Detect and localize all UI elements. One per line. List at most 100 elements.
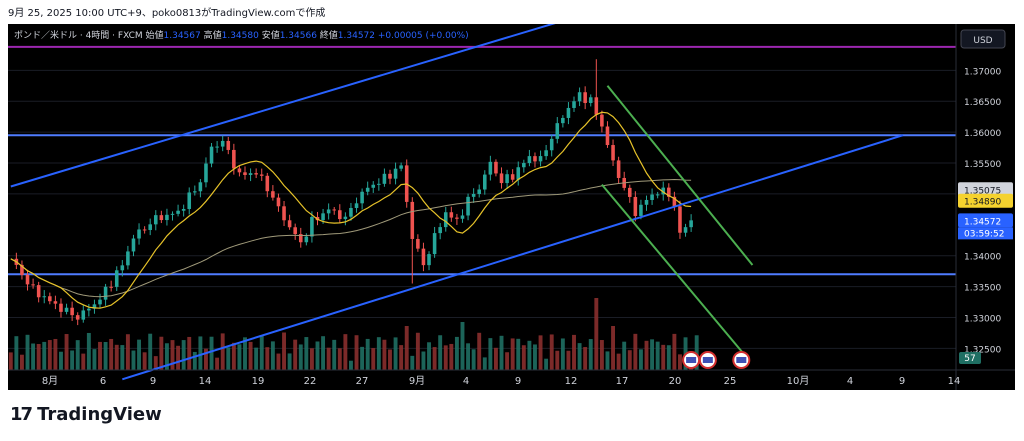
volume-bar: [237, 344, 242, 370]
volume-bar: [466, 343, 471, 370]
candle-body: [611, 145, 615, 161]
candle-body: [561, 117, 565, 124]
ma-fast-line: [10, 111, 692, 309]
candle-body: [349, 207, 353, 217]
volume-bar: [382, 339, 387, 370]
x-tick-label: 14: [199, 376, 212, 387]
volume-bar: [477, 332, 482, 370]
volume-bar: [42, 341, 47, 370]
volume-bar: [388, 349, 392, 370]
candle-body: [75, 315, 80, 320]
x-tick-label: 12: [565, 376, 578, 387]
candle-body: [639, 204, 643, 216]
x-tick-label: 20: [669, 376, 682, 387]
volume-bar: [415, 332, 420, 370]
candle-body: [293, 227, 297, 235]
candle-body: [488, 161, 493, 175]
candle-body: [98, 299, 102, 305]
volume-bar: [159, 336, 164, 370]
candle-body: [421, 248, 426, 266]
candle-body: [165, 214, 169, 221]
volume-bar: [572, 334, 576, 370]
candle-body: [42, 296, 47, 298]
volume-bar: [70, 350, 75, 370]
candle-body: [48, 296, 52, 302]
tradingview-logo-icon: 17: [10, 404, 33, 425]
volume-badge-label: 57: [964, 354, 975, 364]
y-axis-label: 1.33500: [964, 284, 1001, 294]
volume-bar: [655, 341, 660, 370]
chart-panel[interactable]: 1.370001.365001.360001.355001.350001.340…: [8, 24, 1015, 390]
volume-bar: [226, 347, 231, 370]
candle-body: [588, 97, 593, 104]
volume-bar: [25, 334, 30, 370]
volume-bar: [109, 338, 114, 370]
volume-bar: [265, 347, 270, 370]
countdown-label: 03:59:52: [964, 229, 1004, 239]
volume-bar: [103, 342, 108, 370]
candle-body: [583, 92, 587, 104]
header-part: 1.34580: [222, 31, 262, 41]
volume-bar: [142, 352, 147, 370]
wedge-lower-line: [601, 184, 748, 359]
volume-bar: [661, 344, 666, 370]
volume-bar: [64, 334, 69, 370]
header-part: 1.34566: [280, 31, 320, 41]
candle-body: [304, 236, 309, 243]
candle-body: [159, 215, 164, 221]
volume-bar: [75, 340, 80, 370]
candle-body: [36, 285, 41, 298]
candle-body: [187, 192, 192, 209]
x-tick-label: 22: [304, 376, 317, 387]
volume-bar: [627, 350, 632, 370]
chart-svg[interactable]: 1.370001.365001.360001.355001.350001.340…: [8, 24, 1015, 390]
candle-body: [460, 215, 465, 219]
volume-bar: [86, 332, 91, 370]
candle-body: [678, 206, 682, 233]
header-part: 安値: [262, 29, 280, 41]
volume-bar: [672, 333, 677, 370]
candle-body: [248, 173, 253, 175]
volume-bar: [137, 339, 141, 370]
volume-bar: [8, 352, 13, 370]
flag-stripe: [702, 357, 713, 363]
flag-stripe: [686, 357, 697, 363]
volume-bar: [449, 343, 454, 370]
volume-bar: [14, 336, 19, 370]
candle-body: [254, 173, 258, 175]
caption: 9月 25, 2025 10:00 UTC+9、poko0813がTrading…: [8, 8, 326, 19]
volume-bar: [533, 344, 537, 370]
volume-bar: [549, 334, 554, 370]
candle-body: [220, 140, 225, 147]
candle-body: [20, 264, 24, 275]
volume-bar: [204, 348, 208, 370]
volume-bar: [176, 345, 181, 370]
candle-body: [416, 238, 420, 249]
candle-body: [81, 310, 86, 320]
price-tag-label: 1.34890: [964, 198, 1001, 208]
volume-bar: [47, 340, 52, 370]
candle-body: [527, 156, 532, 164]
volume-bar: [365, 338, 370, 370]
volume-bar: [187, 336, 192, 370]
candle-body: [516, 167, 521, 180]
candle-body: [64, 307, 69, 312]
volume-bar: [36, 344, 41, 370]
y-axis-label: 1.36000: [964, 129, 1001, 139]
candle-body: [382, 173, 387, 184]
candle-body: [449, 212, 454, 218]
candle-body: [633, 196, 638, 216]
candle-body: [332, 209, 337, 211]
volume-bar: [644, 340, 649, 370]
candle-body: [655, 194, 660, 196]
volume-bar: [59, 351, 63, 370]
volume-bar: [31, 343, 36, 370]
volume-bar: [555, 350, 560, 370]
volume-bar: [131, 350, 136, 370]
volume-bar: [527, 340, 532, 370]
candle-body: [443, 212, 448, 228]
volume-bar: [577, 343, 582, 370]
x-tick-label: 4: [463, 376, 469, 387]
y-axis-label: 1.37000: [964, 67, 1001, 77]
volume-bar: [360, 346, 365, 370]
